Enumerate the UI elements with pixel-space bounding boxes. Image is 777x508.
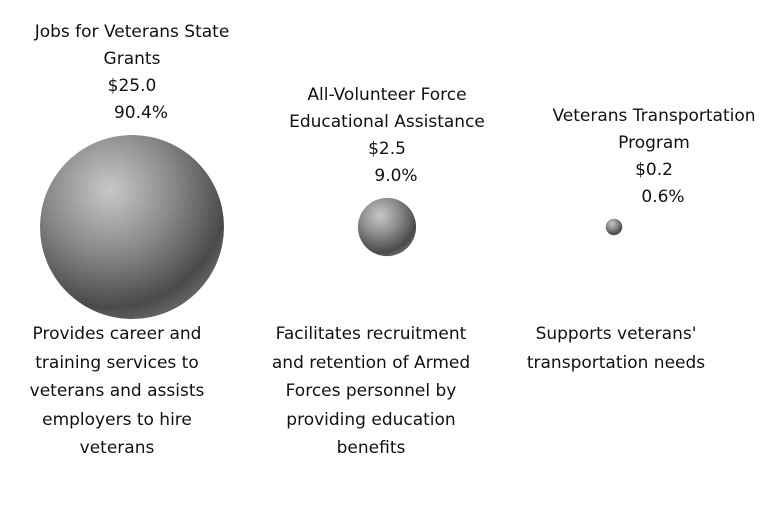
- bubble: [357, 197, 417, 257]
- bubble-label: Veterans Transportation Program $0.2 0.6%: [529, 103, 777, 211]
- bubble: [40, 135, 224, 319]
- bubble-label: All-Volunteer Force Educational Assistan…: [272, 82, 502, 190]
- bubble-label: Jobs for Veterans State Grants $25.0 90.4%: [7, 19, 257, 127]
- description: Facilitates recruitment and retention of…: [271, 324, 471, 458]
- value-label: $25.0: [107, 76, 157, 96]
- description: Supports veterans' transportation needs: [526, 324, 706, 373]
- description: Provides career and training services to…: [29, 324, 205, 458]
- share-label: 0.6%: [641, 186, 685, 207]
- category-label: All-Volunteer Force Educational Assistan…: [289, 84, 485, 132]
- value-label: $2.5: [368, 138, 406, 159]
- share-label: 9.0%: [374, 165, 418, 186]
- category-label: Veterans Transportation Program: [552, 105, 756, 153]
- value-label: $0.2: [635, 159, 673, 180]
- category-label: Jobs for Veterans State Grants: [34, 22, 230, 69]
- bubble: [605, 218, 623, 236]
- share-label: 90.4%: [113, 103, 168, 123]
